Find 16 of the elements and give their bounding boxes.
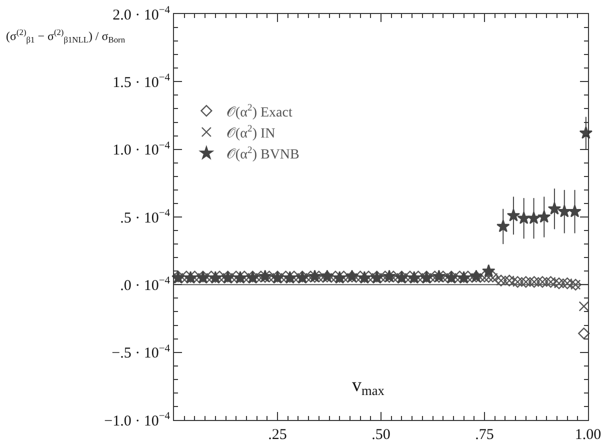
y-tick-label: 2.0 · 10$^{−4}$ (112, 4, 171, 24)
legend-label: 𝒪(α$^{2}$) BVNB (226, 144, 300, 163)
x-tick-label: 1.00 (574, 427, 602, 443)
y-tick-label: −1.0 · 10$^{−4}$ (104, 410, 171, 430)
legend-label: 𝒪(α$^{2}$) IN (226, 124, 276, 142)
y-tick-label: −.5 · 10$^{−4}$ (112, 343, 171, 362)
y-tick-label: .5 · 10$^{−4}$ (120, 208, 171, 226)
x-tick-label: .75 (475, 427, 494, 443)
y-axis-title: (σ$^{(2)}$$_{β1}$ − σ$^{(2)}$$_{β1NLL}$) / σ$_{Born}$ (6, 28, 126, 45)
legend-label: 𝒪(α$^{2}$) Exact (226, 102, 292, 120)
x-axis-title: v$_{max}$ (352, 375, 385, 398)
x-tick-label: .50 (372, 427, 390, 443)
y-tick-label: 1.0 · 10$^{−4}$ (112, 140, 171, 159)
y-tick-label: .0 · 10$^{−4}$ (120, 276, 171, 294)
y-tick-label: 1.5 · 10$^{−4}$ (112, 72, 171, 91)
x-tick-label: .25 (268, 427, 287, 443)
